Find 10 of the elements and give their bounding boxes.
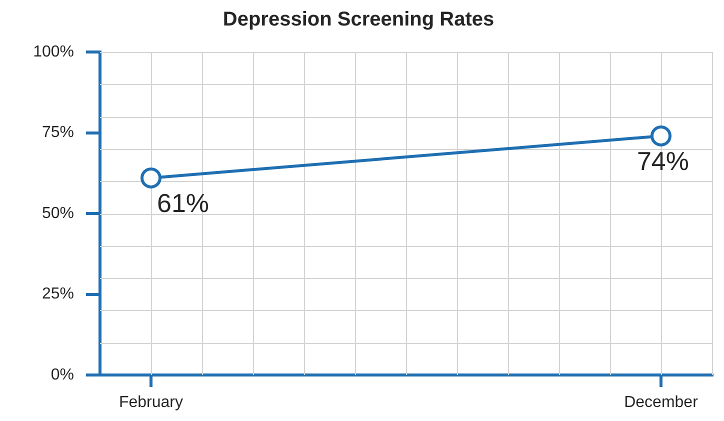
y-tick-label: 100% <box>33 43 74 60</box>
y-tick-label: 25% <box>42 286 74 303</box>
data-label: 61% <box>157 188 210 218</box>
y-tick-label: 75% <box>42 124 74 142</box>
x-tick-label: December <box>624 394 699 412</box>
x-tick-label: February <box>118 394 184 412</box>
chart-title: Depression Screening Rates <box>222 8 494 31</box>
y-tick-label: 50% <box>42 204 74 222</box>
y-tick-label: 0% <box>50 366 74 384</box>
data-label: 74% <box>636 146 689 176</box>
